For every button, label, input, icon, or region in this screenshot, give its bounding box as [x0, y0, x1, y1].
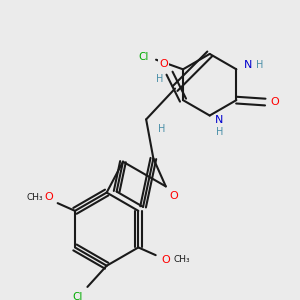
Text: O: O	[45, 192, 53, 203]
Text: H: H	[156, 74, 163, 84]
Text: CH₃: CH₃	[173, 256, 190, 265]
Text: H: H	[216, 127, 223, 137]
Text: O: O	[161, 255, 170, 265]
Text: O: O	[271, 97, 279, 107]
Text: N: N	[215, 115, 224, 125]
Text: H: H	[256, 61, 263, 70]
Text: Cl: Cl	[138, 52, 149, 62]
Text: H: H	[158, 124, 165, 134]
Text: Cl: Cl	[73, 292, 83, 300]
Text: O: O	[159, 58, 168, 68]
Text: CH₃: CH₃	[26, 193, 43, 202]
Text: O: O	[169, 191, 178, 201]
Text: N: N	[244, 61, 252, 70]
